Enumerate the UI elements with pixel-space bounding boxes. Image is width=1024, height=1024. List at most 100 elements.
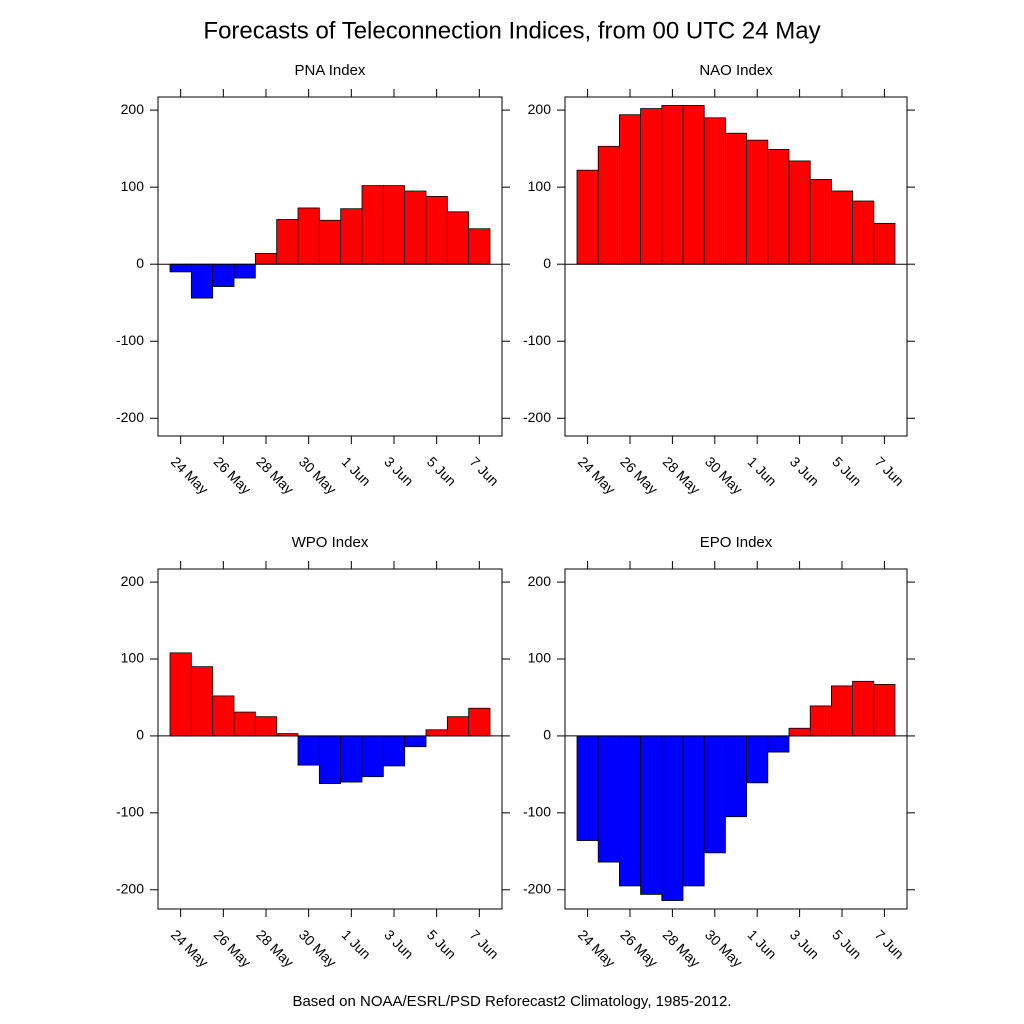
x-tick-label: 1 Jun <box>339 453 375 489</box>
panel-title: PNA Index <box>295 62 366 79</box>
x-tick-label: 1 Jun <box>339 926 375 962</box>
bar <box>809 705 832 737</box>
x-tick-label: 5 Jun <box>829 453 865 489</box>
y-tick-label: 200 <box>528 573 552 589</box>
plot-frame <box>564 96 908 437</box>
bar <box>682 105 705 265</box>
bar <box>382 735 406 767</box>
bar <box>425 195 448 265</box>
x-tick-label: 1 Jun <box>744 453 780 489</box>
x-tick-label: 30 May <box>296 926 340 970</box>
x-tick-label: 30 May <box>296 453 340 497</box>
bar <box>746 139 769 265</box>
x-tick-label: 7 Jun <box>467 926 503 962</box>
bar <box>873 683 896 737</box>
bar <box>190 666 214 737</box>
figure-title: Forecasts of Teleconnection Indices, fro… <box>203 17 820 44</box>
bar <box>619 735 642 887</box>
bar <box>404 190 427 265</box>
plot-frame <box>157 568 503 910</box>
bar <box>297 735 320 766</box>
bar <box>640 735 663 895</box>
y-tick-label: -100 <box>523 332 551 348</box>
bar <box>831 685 854 737</box>
x-tick-label: 1 Jun <box>744 926 780 962</box>
footnote: Based on NOAA/ESRL/PSD Reforecast2 Clima… <box>292 993 731 1010</box>
bar <box>169 263 192 273</box>
x-tick-label: 28 May <box>253 453 297 497</box>
bar <box>852 680 875 737</box>
x-tick-label: 28 May <box>660 926 704 970</box>
x-tick-label: 26 May <box>617 926 661 970</box>
bar <box>788 160 811 265</box>
bar <box>661 105 684 265</box>
bar <box>661 735 684 901</box>
bar <box>809 179 832 265</box>
bar <box>212 695 235 737</box>
x-tick-label: 24 May <box>168 453 212 497</box>
y-tick-label: 0 <box>136 255 144 271</box>
plot-frame <box>564 568 908 910</box>
bar <box>703 117 726 265</box>
x-tick-label: 28 May <box>253 926 297 970</box>
bar <box>725 132 748 265</box>
y-tick-label: 100 <box>528 178 552 194</box>
bar <box>788 727 811 737</box>
y-tick-label: 200 <box>528 101 552 117</box>
y-tick-label: 0 <box>543 727 551 743</box>
x-tick-label: 30 May <box>702 926 746 970</box>
panel-title: NAO Index <box>699 62 773 79</box>
bar <box>597 145 620 265</box>
bar <box>767 735 790 753</box>
bar <box>873 222 896 265</box>
y-tick-label: -200 <box>116 880 144 896</box>
x-tick-label: 26 May <box>211 926 255 970</box>
bar <box>233 711 256 737</box>
bar <box>276 219 299 265</box>
x-tick-label: 5 Jun <box>424 453 460 489</box>
bar <box>254 253 278 265</box>
bar <box>340 208 363 265</box>
bar <box>767 148 790 265</box>
y-tick-label: -100 <box>523 804 551 820</box>
bar <box>212 263 235 287</box>
bar <box>703 735 726 854</box>
x-tick-label: 7 Jun <box>467 453 503 489</box>
y-tick-label: -200 <box>116 409 144 425</box>
bar <box>725 735 748 818</box>
x-tick-label: 24 May <box>575 926 619 970</box>
bar <box>318 735 342 785</box>
bar <box>425 729 448 737</box>
bar <box>361 735 384 778</box>
bar <box>446 211 470 265</box>
bar <box>831 190 854 265</box>
bar <box>233 263 256 279</box>
bar <box>576 169 599 265</box>
bar <box>190 263 214 299</box>
bar <box>619 114 642 265</box>
x-tick-label: 26 May <box>617 453 661 497</box>
y-tick-label: 200 <box>121 101 145 117</box>
x-tick-label: 5 Jun <box>829 926 865 962</box>
bar <box>468 707 491 737</box>
bar <box>597 735 620 863</box>
x-tick-label: 3 Jun <box>787 926 823 962</box>
bar <box>446 716 470 737</box>
bar <box>682 735 705 887</box>
x-tick-label: 3 Jun <box>381 926 417 962</box>
x-tick-label: 26 May <box>211 453 255 497</box>
bar <box>297 207 320 265</box>
y-tick-label: 100 <box>121 178 145 194</box>
y-tick-label: -200 <box>523 409 551 425</box>
bar <box>318 219 342 265</box>
plot-frame <box>157 96 503 437</box>
bar <box>169 652 192 737</box>
bar <box>746 735 769 784</box>
bar <box>576 735 599 841</box>
x-tick-label: 24 May <box>575 453 619 497</box>
y-tick-label: -100 <box>116 804 144 820</box>
x-tick-label: 30 May <box>702 453 746 497</box>
